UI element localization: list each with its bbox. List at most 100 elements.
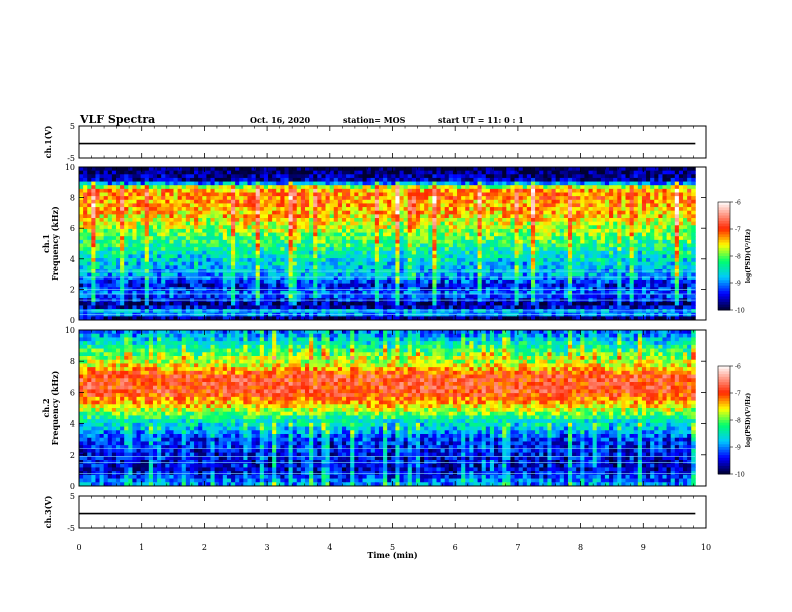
spectrogram-cell — [658, 170, 663, 175]
spectrogram-cell — [181, 181, 187, 186]
spectrogram-cell — [383, 283, 388, 288]
spectrogram-cell — [161, 203, 166, 208]
spectrogram-cell — [641, 218, 647, 223]
spectrogram-cell — [670, 279, 676, 284]
spectrogram-cell — [465, 207, 470, 212]
spectrogram-cell — [120, 279, 125, 284]
spectrogram-cell — [255, 243, 261, 248]
spectrogram-cell — [395, 218, 400, 223]
spectrogram-cell — [337, 250, 343, 255]
spectrogram-cell — [424, 207, 429, 212]
spectrogram-cell — [670, 221, 676, 226]
spectrogram-cell — [366, 239, 372, 244]
spectrogram-cell — [189, 258, 195, 263]
spectrogram-cell — [292, 272, 298, 277]
spectrogram-cell — [547, 232, 552, 237]
spectrogram-cell — [95, 170, 100, 175]
spectrogram-cell — [358, 250, 363, 255]
spectrogram-cell — [181, 250, 187, 255]
spectrogram-cell — [231, 199, 236, 204]
spectrogram-cell — [333, 265, 339, 270]
spectrogram-cell — [99, 276, 105, 281]
spectrogram-cell — [514, 243, 520, 248]
spectrogram-cell — [87, 228, 92, 233]
spectrogram-cell — [387, 283, 392, 288]
spectrogram-cell — [157, 221, 162, 226]
spectrogram-cell — [358, 207, 363, 212]
spectrogram-cell — [136, 174, 142, 179]
spectrogram-cell — [687, 228, 692, 233]
spectrogram-cell — [440, 265, 446, 270]
spectrogram-cell — [378, 196, 384, 201]
spectrogram-cell — [87, 167, 92, 172]
spectrogram-cell — [103, 181, 109, 186]
spectrogram-cell — [621, 254, 626, 259]
spectrogram-cell — [128, 228, 133, 233]
spectrogram-cell — [559, 185, 565, 190]
spectrogram-cell — [194, 218, 199, 223]
spectrogram-cell — [625, 236, 630, 241]
spectrogram-cell — [539, 203, 544, 208]
spectrogram-cell — [99, 181, 105, 186]
spectrogram-cell — [103, 272, 109, 277]
spectrogram-cell — [103, 261, 109, 266]
spectrogram-cell — [489, 247, 495, 252]
spectrogram-cell — [87, 196, 92, 201]
spectrogram-cell — [185, 214, 191, 219]
spectrogram-cell — [111, 207, 117, 212]
spectrogram-cell — [567, 258, 573, 263]
spectrogram-cell — [185, 261, 191, 266]
spectrogram-cell — [567, 279, 573, 284]
spectrogram-cell — [621, 276, 626, 281]
spectrogram-cell — [226, 185, 232, 190]
spectrogram-cell — [502, 207, 507, 212]
spectrogram-cell — [567, 276, 573, 281]
spectrogram-cell — [185, 185, 191, 190]
spectrogram-cell — [165, 196, 170, 201]
spectrogram-cell — [194, 272, 199, 277]
spectrogram-cell — [247, 207, 252, 212]
spectrogram-cell — [551, 225, 557, 230]
spectrogram-cell — [391, 228, 396, 233]
spectrogram-cell — [83, 207, 88, 212]
spectrogram-cell — [173, 214, 179, 219]
spectrogram-cell — [440, 221, 446, 226]
spectrogram-cell — [637, 192, 643, 197]
spectrogram-cell — [625, 243, 630, 248]
spectrogram-cell — [374, 218, 380, 223]
spectrogram-cell — [313, 181, 318, 186]
spectrogram-cell — [629, 243, 635, 248]
spectrogram-cell — [189, 199, 195, 204]
spectrogram-cell — [140, 174, 146, 179]
spectrogram-cell — [683, 177, 688, 182]
spectrogram-cell — [391, 221, 396, 226]
spectrogram-cell — [650, 279, 655, 284]
spectrogram-cell — [210, 210, 215, 215]
spectrogram-cell — [670, 258, 676, 263]
spectrogram-cell — [83, 236, 88, 241]
spectrogram-cell — [576, 258, 581, 263]
spectrogram-cell — [526, 276, 532, 281]
spectrogram-cell — [580, 192, 585, 197]
spectrogram-cell — [420, 247, 425, 252]
spectrogram-cell — [526, 203, 532, 208]
spectrogram-cell — [317, 258, 322, 263]
spectrogram-cell — [415, 174, 421, 179]
spectrogram-cell — [165, 167, 170, 172]
spectrogram-cell — [415, 221, 421, 226]
spectrogram-cell — [263, 199, 269, 204]
spectrogram-cell — [621, 279, 626, 284]
spectrogram-cell — [144, 258, 150, 263]
spectrogram-cell — [691, 250, 696, 255]
spectrogram-cell — [563, 254, 569, 259]
spectrogram-cell — [452, 207, 458, 212]
spectrogram-cell — [177, 236, 183, 241]
spectrogram-cell — [678, 221, 684, 226]
spectrogram-cell — [580, 261, 585, 266]
spectrogram-cell — [206, 192, 211, 197]
spectrogram-cell — [288, 232, 294, 237]
spectrogram-cell — [321, 236, 326, 241]
spectrogram-cell — [469, 210, 474, 215]
spectrogram-cell — [329, 174, 335, 179]
spectrogram-cell — [678, 272, 684, 277]
